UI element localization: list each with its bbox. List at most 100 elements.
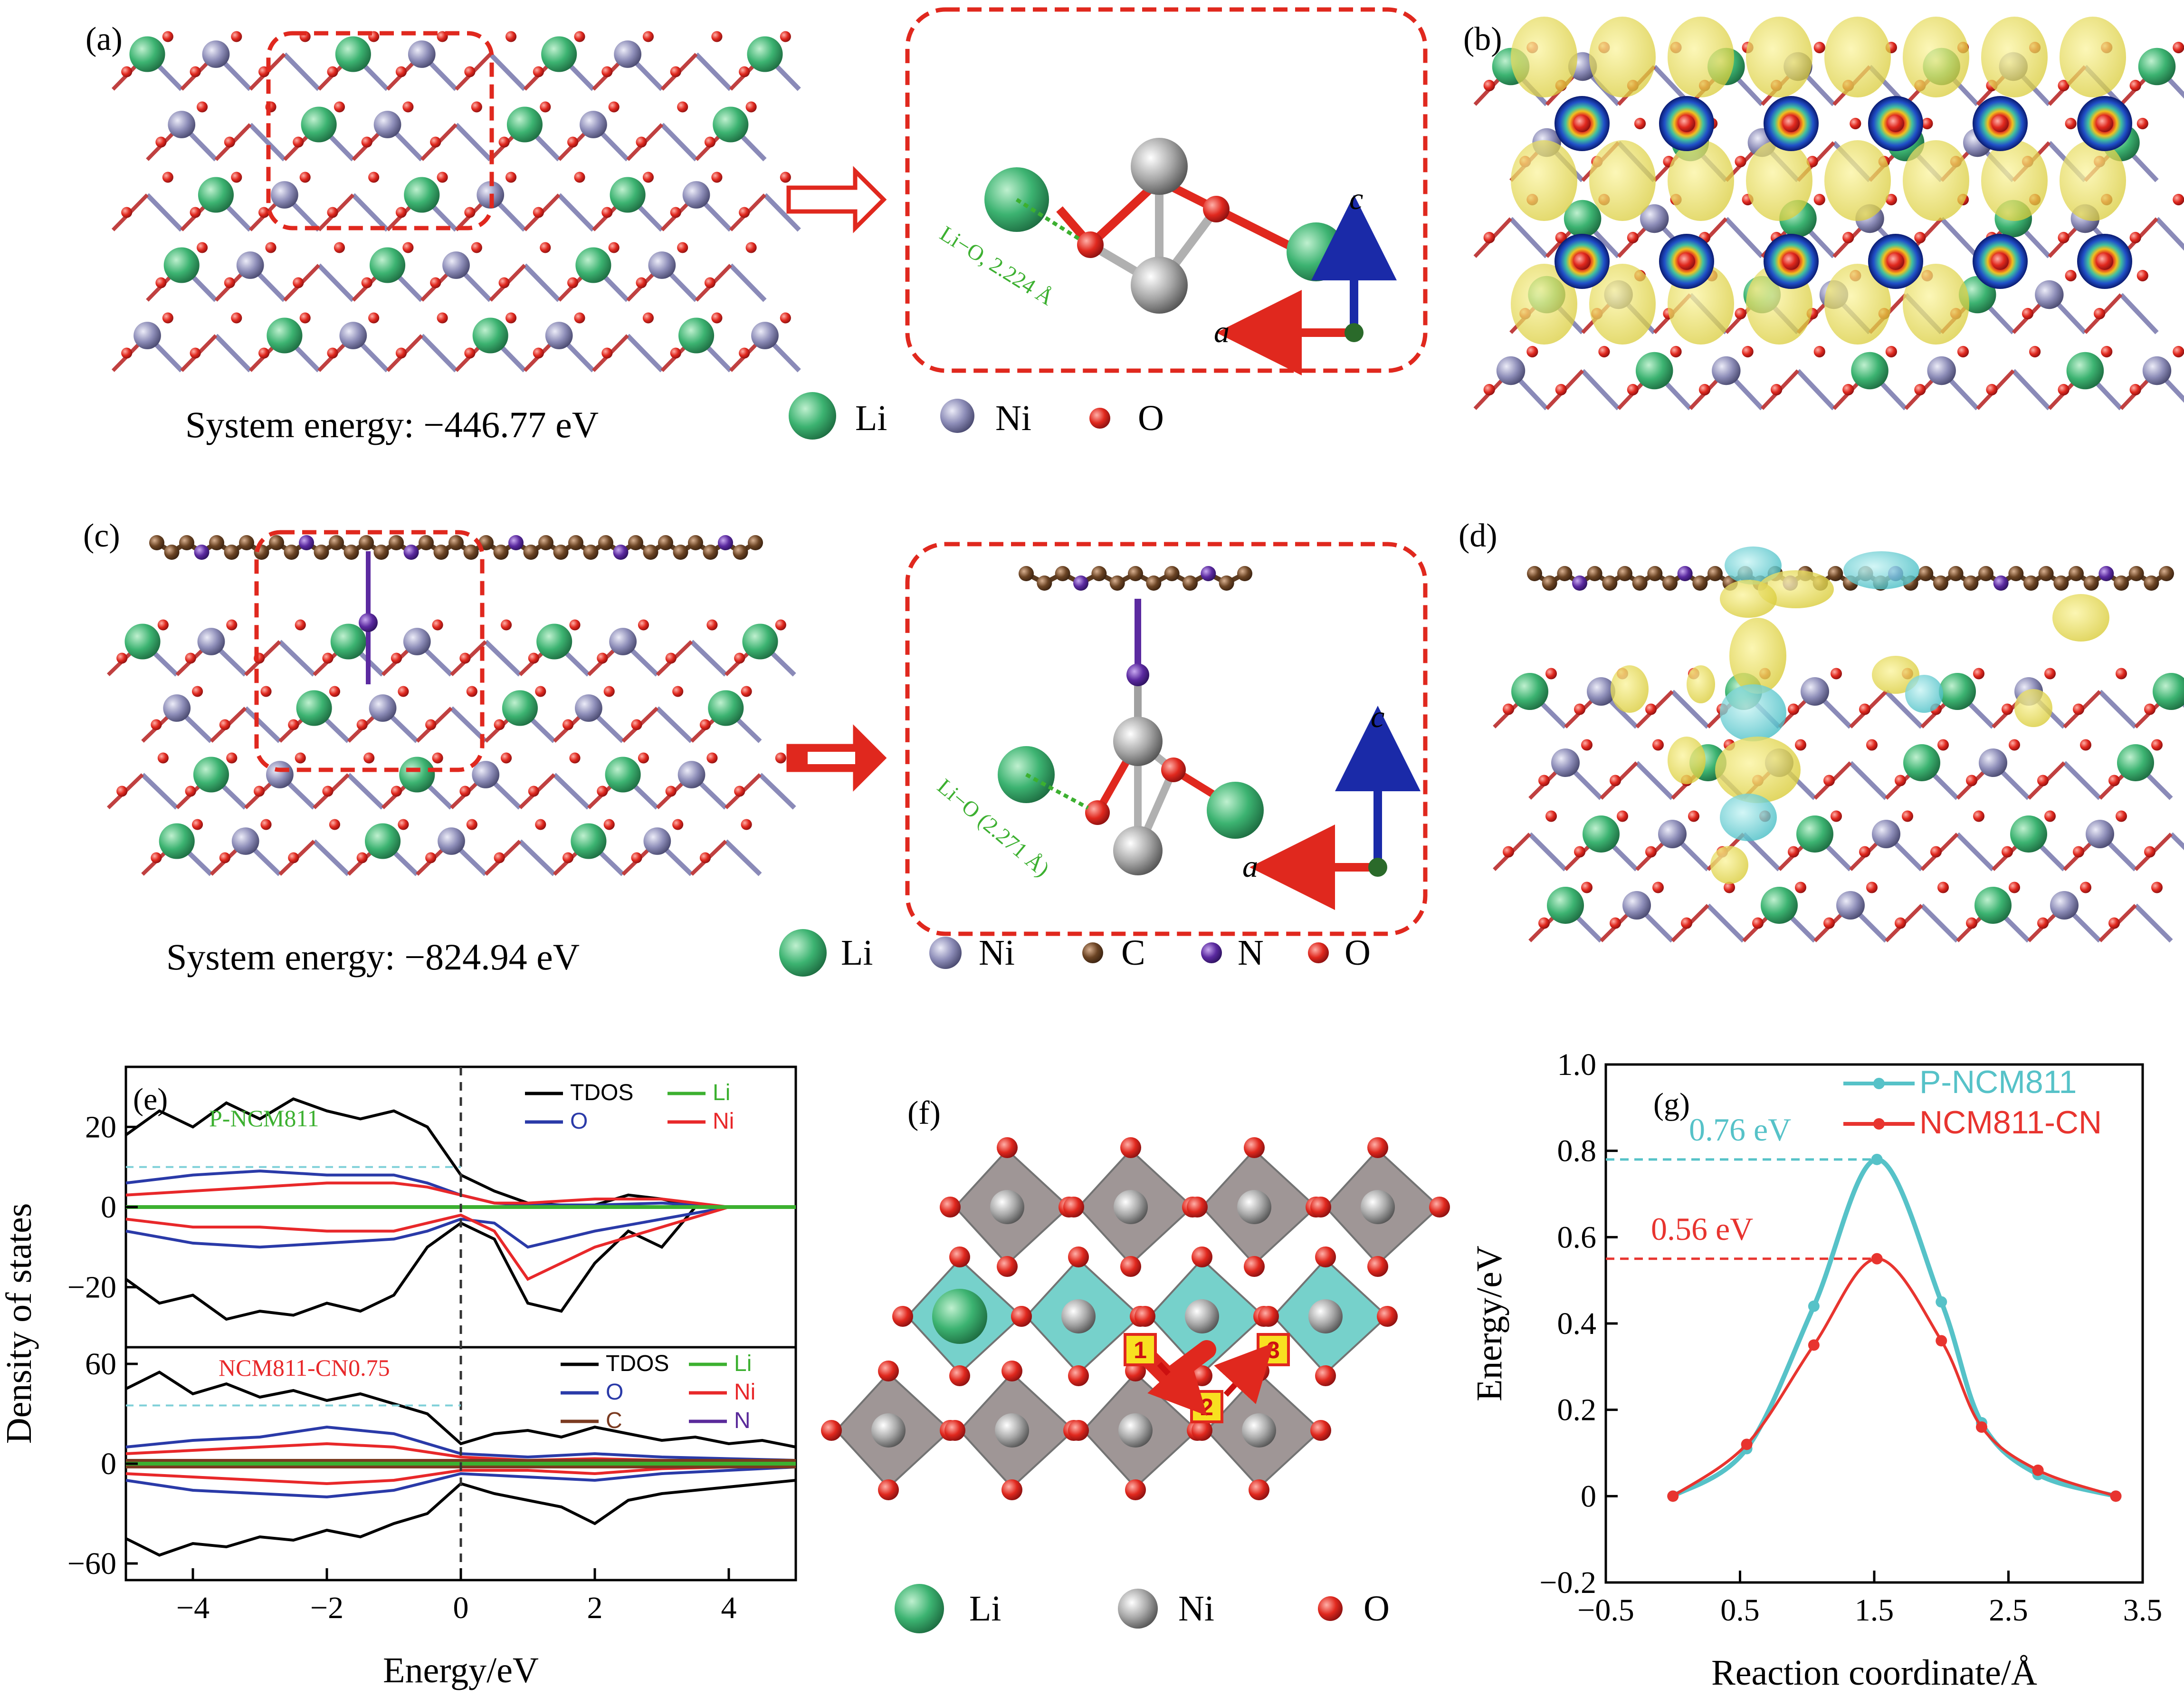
o-atom	[219, 719, 230, 730]
c-atom	[568, 535, 583, 550]
legend-li-label: Li	[855, 398, 887, 438]
charge-isosurface	[1668, 140, 1734, 221]
c-atom	[1587, 566, 1602, 581]
li-atom	[742, 623, 778, 660]
legend-li-label: Li	[969, 1589, 1001, 1629]
li-atom	[1583, 815, 1620, 853]
ni-atom	[369, 694, 397, 722]
o-atom	[821, 1420, 842, 1441]
o-atom	[2022, 307, 2034, 320]
bond	[2155, 217, 2184, 251]
o-atom	[1192, 1420, 1212, 1441]
o-atom	[192, 819, 203, 830]
bond	[1635, 761, 1674, 800]
c-atom	[284, 545, 299, 560]
c-atom	[1933, 575, 1948, 591]
ni-atom	[614, 40, 641, 68]
o-atom	[1367, 1256, 1388, 1277]
panel-c-structure	[106, 535, 796, 876]
o-atom	[1752, 917, 1764, 929]
o-atom	[1187, 1197, 1208, 1218]
panel-c-zoom-box: Li−O (2.271 Å) c a	[905, 542, 1428, 936]
n-atom	[299, 535, 314, 550]
c-atom	[359, 535, 374, 550]
li-atom	[2010, 815, 2047, 853]
legend-ni-icon	[1118, 1589, 1158, 1629]
o-atom	[535, 686, 546, 697]
c-atom	[733, 545, 748, 560]
o-atom	[231, 31, 242, 42]
bond	[758, 773, 796, 810]
o-atom	[432, 619, 443, 631]
o-atom	[1085, 800, 1110, 825]
o-atom	[2058, 231, 2070, 244]
n-atom	[613, 545, 629, 560]
o-atom	[395, 347, 407, 359]
dos-top-title: P-NCM811	[209, 1105, 319, 1131]
panel-label-b: (b)	[1463, 21, 1502, 58]
o-atom	[1574, 115, 1591, 132]
ni-atom	[990, 1190, 1024, 1224]
o-atom	[1937, 739, 1949, 751]
panel-g-energy-chart: −0.5 0.5 1.5 2.5 3.5 −0.2 0 0.2 0.4 0.6 0.8 1.0 Reac…	[1469, 1047, 2162, 1693]
ni-atom	[1712, 356, 1741, 385]
bond	[553, 773, 591, 810]
o-atom	[231, 312, 242, 324]
c-atom	[1828, 566, 1843, 581]
legend-ni-label: Ni	[1178, 1589, 1214, 1629]
o-atom	[1795, 882, 1806, 893]
panel-b-charge-density	[1473, 17, 2184, 411]
o-atom	[636, 136, 647, 148]
o-atom	[2094, 307, 2106, 320]
n-atom	[718, 535, 733, 550]
o-atom	[741, 819, 752, 830]
o-atom	[334, 242, 345, 253]
ni-atom	[1496, 356, 1526, 385]
o-atom	[1831, 668, 1842, 680]
legend-ni-label: Ni	[979, 933, 1015, 973]
panel-d-charge-density	[1493, 546, 2184, 943]
o-atom	[711, 172, 723, 183]
ni-atom	[202, 40, 230, 68]
y-tick-label: 20	[85, 1110, 116, 1144]
charge-isosurface	[1511, 17, 1577, 97]
o-atom	[670, 207, 681, 218]
o-atom	[254, 786, 265, 797]
o-atom	[494, 852, 505, 863]
o-atom	[2044, 810, 2056, 822]
o-atom	[734, 652, 745, 664]
legend-ni-icon	[940, 399, 974, 433]
o-atom	[780, 172, 791, 183]
o-atom	[219, 852, 230, 863]
o-atom	[1678, 253, 1695, 270]
ni-atom	[1801, 677, 1829, 706]
panel-a-zoom-box: Li−O, 2.224 Å c a	[905, 7, 1428, 375]
dos-bottom-title: NCM811-CN0.75	[219, 1354, 390, 1381]
ni-atom	[995, 1413, 1029, 1448]
o-atom	[1645, 703, 1657, 715]
o-atom	[155, 277, 167, 288]
c-atom	[1632, 575, 1648, 591]
o-atom	[1973, 810, 1984, 822]
li-atom	[2138, 48, 2176, 86]
ni-atom	[580, 111, 607, 138]
o-atom	[466, 686, 477, 697]
n-atom	[1201, 566, 1216, 581]
o-atom	[997, 1256, 1018, 1277]
o-atom	[224, 136, 235, 148]
legend-ncm811-cn-marker	[1873, 1118, 1885, 1130]
ni-atom	[442, 251, 470, 279]
o-atom	[775, 619, 786, 631]
charge-isosurface	[1589, 17, 1656, 97]
path-arrow	[1214, 1342, 1274, 1404]
bond	[690, 640, 728, 677]
c-atom	[149, 535, 164, 550]
bond	[1670, 690, 1710, 729]
legend-li-icon	[779, 929, 827, 977]
li-atom	[399, 757, 435, 793]
o-atom	[892, 1306, 913, 1327]
o-atom	[464, 207, 476, 218]
x-tick-label: 2	[587, 1591, 603, 1625]
o-atom	[631, 719, 642, 730]
o-atom	[190, 66, 201, 77]
